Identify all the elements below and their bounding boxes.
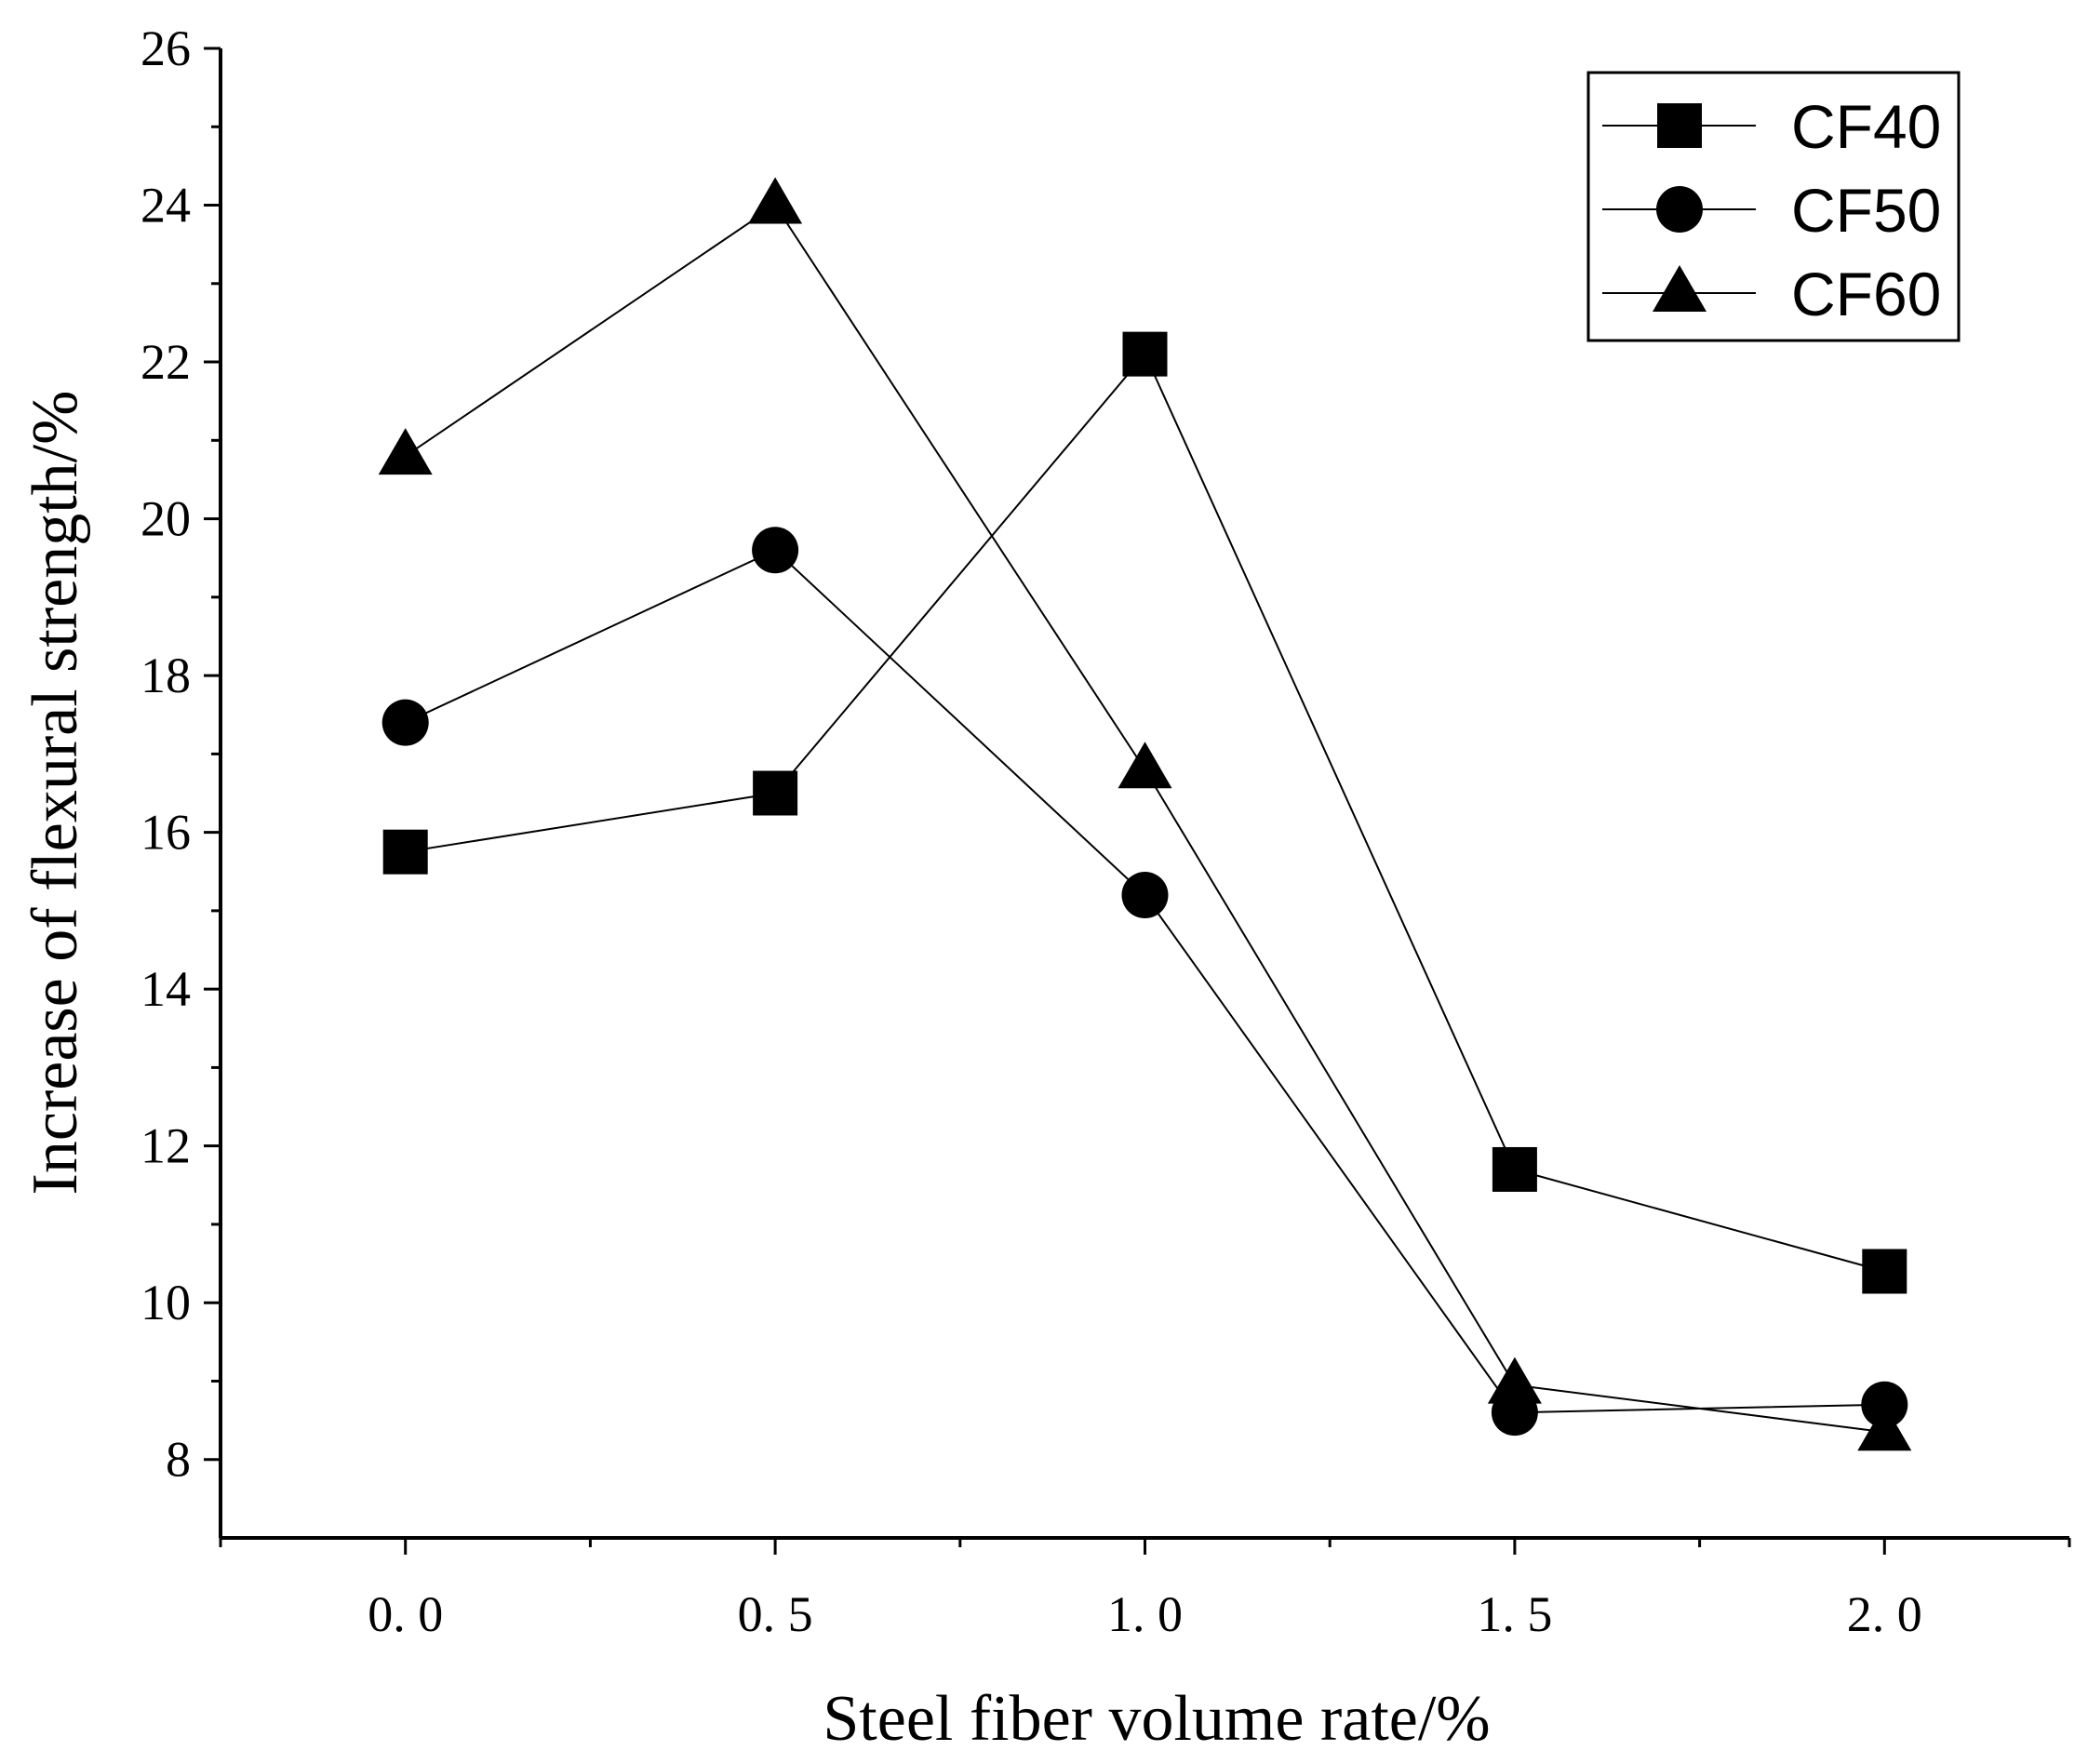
y-tick-label: 18 (141, 648, 191, 703)
legend-marker-cf40 (1657, 103, 1702, 148)
data-point-cf50 (381, 699, 429, 746)
series-line-cf60 (405, 204, 1885, 1434)
data-point-cf60 (378, 428, 433, 475)
series-line-cf50 (405, 549, 1885, 1414)
data-point-cf60 (1857, 1404, 1912, 1451)
x-tick-label: 1. 5 (1477, 1586, 1552, 1642)
data-point-cf40 (1862, 1249, 1907, 1294)
series-line-cf40 (405, 352, 1885, 1273)
x-tick-label: 2. 0 (1847, 1586, 1922, 1642)
y-tick-label: 12 (141, 1118, 191, 1174)
data-point-cf60 (1487, 1356, 1542, 1404)
data-point-cf50 (1121, 872, 1169, 919)
x-axis-title: Steel fiber volume rate/% (823, 1683, 1490, 1755)
legend-label-cf60: CF60 (1791, 260, 1941, 328)
y-tick-label: 10 (141, 1275, 191, 1330)
y-tick-label: 8 (166, 1432, 191, 1488)
data-point-cf40 (1492, 1146, 1537, 1192)
legend-box (1586, 71, 1961, 342)
data-point-cf60 (748, 177, 803, 224)
data-point-cf40 (1122, 331, 1168, 377)
y-tick-label: 14 (141, 961, 191, 1017)
x-tick-label: 0. 0 (368, 1586, 443, 1642)
ticks: 8 10 12 14 16 18 20 22 24 26 0. 0 0. 5 1. 0 1. 5 2. 0 (141, 20, 2071, 1642)
y-tick-label: 22 (141, 334, 191, 390)
series-layer (378, 177, 1912, 1451)
legend-marker-cf60 (1653, 265, 1707, 312)
data-point-cf50 (752, 527, 799, 574)
legend-label-cf40: CF40 (1791, 92, 1941, 161)
y-tick-label: 26 (141, 20, 191, 76)
y-axis-title: Increase of flexural strength/% (20, 391, 91, 1196)
x-tick-label: 0. 5 (738, 1586, 813, 1642)
data-point-cf40 (753, 770, 798, 816)
legend-label-cf50: CF50 (1791, 176, 1941, 245)
y-tick-label: 24 (141, 178, 191, 234)
legend: CF40 CF50 CF60 (1586, 71, 1961, 342)
data-point-cf60 (1118, 742, 1172, 789)
x-tick-label: 1. 0 (1107, 1586, 1183, 1642)
y-tick-label: 16 (141, 805, 191, 861)
y-tick-label: 20 (141, 491, 191, 547)
data-point-cf40 (382, 829, 428, 875)
legend-marker-cf50 (1656, 186, 1703, 233)
